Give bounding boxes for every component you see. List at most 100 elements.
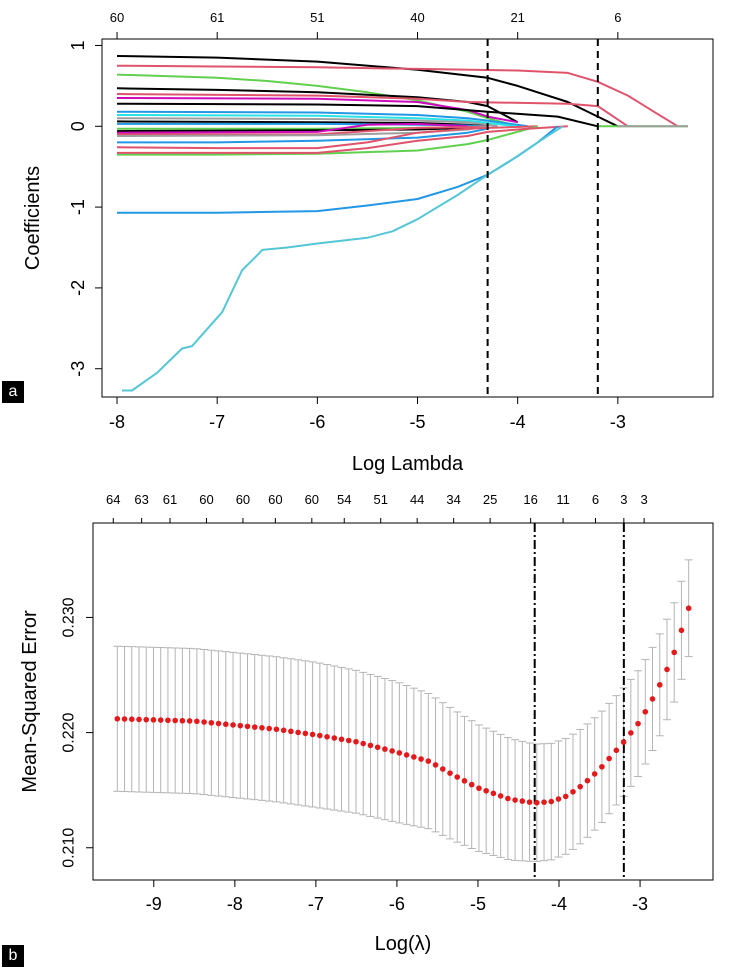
coefficient-path-red-5 <box>117 125 568 154</box>
top-axis-label: 60 <box>199 492 213 507</box>
mse-point <box>194 718 200 725</box>
x-tick-label: -8 <box>109 412 125 432</box>
mse-point <box>309 731 316 738</box>
mse-point <box>526 799 533 805</box>
mse-point <box>172 717 178 724</box>
x-tick-label: -3 <box>632 894 648 914</box>
top-axis-label: 60 <box>268 492 282 507</box>
coefficient-path-black-3 <box>116 102 599 128</box>
x-axis-title: Log Lambda <box>352 453 464 475</box>
top-axis-label: 61 <box>210 10 224 25</box>
y-tick-label: -3 <box>68 361 88 377</box>
top-axis-label: 51 <box>310 10 324 25</box>
coefficient-path-red-4 <box>116 125 538 150</box>
y-tick-label: 0.230 <box>61 597 78 637</box>
mse-point <box>259 725 265 731</box>
coefficient-path-cyan-2 <box>122 125 564 392</box>
mse-point <box>447 770 453 776</box>
mse-point <box>345 737 352 744</box>
mse-point <box>338 736 345 743</box>
mse-point <box>114 715 121 722</box>
mse-point <box>439 766 446 772</box>
y-tick-label: -1 <box>68 199 88 215</box>
coefficient-path-gray-1 <box>116 117 498 128</box>
mse-point <box>548 798 555 805</box>
mse-point <box>273 726 280 733</box>
x-tick-label: -9 <box>146 894 162 914</box>
y-tick-label: -2 <box>68 280 88 296</box>
mse-point <box>128 716 135 723</box>
mse-point <box>490 790 497 797</box>
top-axis-label: 60 <box>110 10 124 25</box>
mse-point <box>186 718 193 724</box>
mse-point <box>512 797 518 803</box>
mse-point <box>570 788 576 795</box>
mse-point <box>360 740 367 747</box>
x-tick-label: -7 <box>209 412 225 432</box>
mse-point <box>649 696 656 702</box>
top-axis-label: 25 <box>483 492 497 507</box>
x-tick-label: -8 <box>227 894 243 914</box>
mse-point <box>461 778 468 784</box>
top-axis-label: 60 <box>236 492 250 507</box>
mse-point <box>483 787 489 794</box>
mse-point <box>295 729 301 736</box>
top-axis-label: 3 <box>620 492 627 507</box>
panel-a-label: a <box>2 381 24 403</box>
mse-point <box>280 727 287 734</box>
mse-point <box>635 720 641 727</box>
mse-point <box>251 724 258 730</box>
mse-point <box>534 799 540 806</box>
x-tick-label: -6 <box>389 894 405 914</box>
mse-point <box>411 754 417 760</box>
mse-point <box>671 649 678 656</box>
x-axis-title: Log(λ) <box>375 933 432 955</box>
top-axis-label: 3 <box>640 492 647 507</box>
mse-point <box>656 682 663 688</box>
panel-b-label: b <box>2 945 24 967</box>
top-axis-label: 6 <box>592 492 599 507</box>
mse-point <box>121 716 128 722</box>
mse-point <box>396 750 403 756</box>
coefficient-path-blue-1 <box>116 110 528 128</box>
x-tick-label: -7 <box>308 894 324 914</box>
mse-point <box>302 730 309 737</box>
x-tick-label: -3 <box>610 412 626 432</box>
mse-point <box>505 795 511 802</box>
top-axis-label: 51 <box>373 492 387 507</box>
mse-point <box>562 793 569 800</box>
coefficient-path-black-2 <box>116 87 519 124</box>
mse-point <box>685 605 692 612</box>
y-tick-label: 1 <box>68 40 88 50</box>
mse-point <box>389 748 395 754</box>
x-tick-label: -6 <box>309 412 325 432</box>
top-axis-label: 64 <box>106 492 120 507</box>
mse-point <box>331 735 338 741</box>
y-axis-title: Coefficients <box>22 166 44 270</box>
lasso-coefficient-path-chart: -8 -7 -6 -5 -4 -3 1 0 -1 -2 -3 60 61 51 40 21 6 Log Lambd… <box>22 10 714 475</box>
x-tick-label: -5 <box>410 412 426 432</box>
mse-point <box>599 763 605 770</box>
top-axis-label: 34 <box>446 492 460 507</box>
mse-point <box>165 717 171 724</box>
plot-box <box>92 522 714 881</box>
top-axis-label: 40 <box>410 10 424 25</box>
mse-point <box>230 722 236 728</box>
mse-point <box>179 717 186 724</box>
top-axis-label: 60 <box>305 492 319 507</box>
mse-point <box>519 798 526 804</box>
mse-point <box>678 627 685 634</box>
mse-point <box>143 716 150 723</box>
plot-box <box>101 38 714 398</box>
mse-point <box>353 738 359 745</box>
x-tick-label: -5 <box>470 894 486 914</box>
mse-point <box>157 717 164 723</box>
mse-point <box>454 774 461 780</box>
y-tick-label: 0.220 <box>61 712 78 752</box>
mse-point <box>136 716 142 723</box>
mse-point <box>367 742 374 749</box>
mse-point <box>541 799 547 805</box>
top-axis-label: 44 <box>410 492 424 507</box>
